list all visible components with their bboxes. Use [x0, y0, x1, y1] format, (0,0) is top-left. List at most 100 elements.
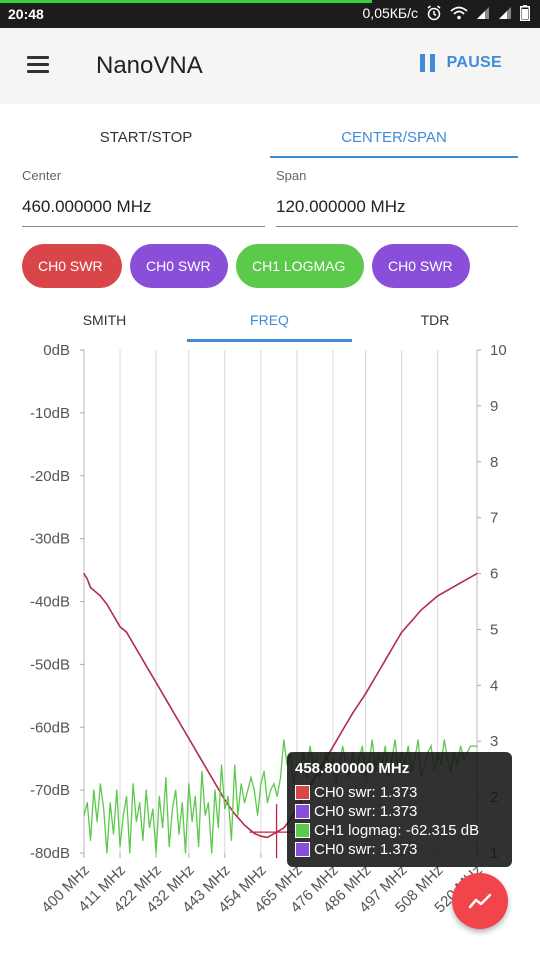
data-point	[283, 827, 285, 829]
data-point	[188, 783, 190, 785]
tab-smith[interactable]: SMITH	[82, 312, 127, 328]
tooltip-row-text: CH0 swr: 1.373	[314, 803, 418, 820]
trace-chip-ch0-swr-purple-2[interactable]: CH0 SWR	[372, 244, 470, 288]
data-point	[175, 789, 177, 791]
data-point	[217, 827, 219, 829]
data-point	[243, 824, 246, 826]
data-point	[247, 789, 249, 791]
signal-icon	[499, 7, 511, 19]
right-tick-label: 9	[490, 398, 498, 415]
data-point	[96, 821, 98, 823]
right-tick-label: 4	[490, 677, 498, 694]
data-point	[152, 808, 154, 810]
data-point	[198, 846, 200, 848]
data-point	[178, 833, 180, 835]
data-point	[476, 745, 478, 747]
data-point	[476, 573, 478, 575]
data-point	[260, 835, 262, 837]
battery-icon	[520, 5, 530, 21]
data-point	[155, 681, 157, 684]
tab-center-span[interactable]: CENTER/SPAN	[270, 118, 518, 158]
data-point	[273, 783, 275, 785]
tooltip-row-text: CH0 swr: 1.373	[314, 784, 418, 801]
data-point	[417, 739, 419, 741]
left-tick-label: -70dB	[30, 782, 70, 799]
left-tick-label: -30dB	[30, 531, 70, 548]
data-point	[352, 712, 354, 714]
data-point	[473, 745, 475, 747]
data-point	[181, 802, 183, 804]
tab-freq[interactable]: FREQ	[187, 302, 352, 342]
data-point	[116, 789, 118, 791]
span-label: Span	[276, 168, 307, 183]
data-point	[456, 584, 458, 586]
data-point	[384, 659, 386, 661]
data-point	[374, 676, 377, 678]
data-point	[365, 693, 367, 695]
trend-fab-button[interactable]	[452, 873, 508, 929]
data-point	[175, 715, 177, 717]
tooltip-row: CH1 logmag: -62.315 dB	[295, 821, 504, 840]
data-point	[204, 814, 206, 816]
data-point	[234, 764, 236, 766]
pause-icon	[419, 54, 435, 72]
data-point	[214, 789, 216, 791]
pause-button[interactable]: PAUSE	[419, 54, 502, 72]
data-point	[165, 777, 167, 779]
data-point	[99, 595, 101, 597]
data-point	[86, 578, 88, 580]
data-point	[201, 770, 203, 772]
data-point	[158, 795, 160, 797]
trace-chip-ch0-swr-purple[interactable]: CH0 SWR	[130, 244, 228, 288]
data-point	[466, 578, 468, 580]
data-point	[165, 698, 167, 700]
left-tick-label: -80dB	[30, 845, 70, 862]
data-point	[407, 745, 409, 747]
data-point	[139, 802, 141, 804]
right-tick-label: 8	[490, 454, 498, 471]
tab-start-stop[interactable]: START/STOP	[99, 129, 193, 146]
data-point	[89, 839, 92, 841]
data-point	[437, 595, 439, 597]
data-point	[142, 839, 144, 841]
center-input[interactable]: 460.000000 MHz	[22, 197, 265, 227]
data-point	[260, 783, 262, 785]
data-point	[276, 795, 278, 797]
span-input[interactable]: 120.000000 MHz	[276, 197, 518, 227]
data-point	[394, 739, 396, 741]
data-point	[220, 764, 223, 766]
menu-icon[interactable]	[27, 56, 49, 74]
data-point	[230, 839, 232, 841]
data-point	[93, 589, 95, 591]
tooltip-row-text: CH1 logmag: -62.315 dB	[314, 822, 480, 839]
alarm-icon	[427, 5, 441, 21]
data-point	[240, 783, 242, 785]
status-bar: 20:48 0,05КБ/с	[0, 0, 540, 28]
data-point	[162, 827, 164, 829]
trace-chip-ch1-logmag[interactable]: CH1 LOGMAG	[236, 244, 364, 288]
data-point	[135, 821, 137, 823]
data-point	[243, 802, 246, 804]
range-mode-tabs: START/STOP CENTER/SPAN	[22, 118, 518, 158]
trace-chip-ch0-swr-red[interactable]: CH0 SWR	[22, 244, 122, 288]
data-point	[443, 739, 445, 741]
tooltip-title: 458.800000 MHz	[295, 760, 410, 777]
center-field[interactable]: Center 460.000000 MHz	[22, 168, 265, 227]
data-point	[234, 813, 236, 815]
legend-swatch	[295, 842, 310, 857]
tab-tdr[interactable]: TDR	[420, 312, 450, 328]
span-field[interactable]: Span 120.000000 MHz	[276, 168, 518, 227]
tooltip-row: CH0 swr: 1.373	[295, 802, 504, 821]
left-tick-label: -40dB	[30, 594, 70, 611]
right-tick-label: 10	[490, 342, 507, 359]
data-point	[191, 821, 193, 823]
data-point	[446, 589, 449, 591]
tooltip-row-text: CH0 swr: 1.373	[314, 841, 418, 858]
right-tick-label: 7	[490, 510, 498, 527]
data-point	[132, 783, 134, 785]
data-point	[184, 852, 187, 854]
right-tick-label: 5	[490, 621, 498, 638]
network-speed: 0,05КБ/с	[362, 5, 418, 21]
data-point	[89, 586, 92, 589]
data-point	[207, 802, 209, 804]
